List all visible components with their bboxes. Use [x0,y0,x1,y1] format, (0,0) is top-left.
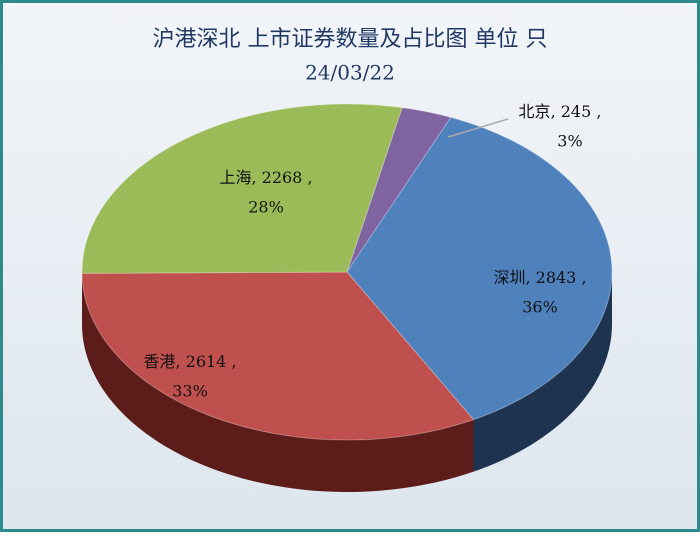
category-label: 上海 [219,168,251,187]
value-label: 2614 , [186,352,237,371]
data-label: 香港, 2614 , [143,352,236,371]
category-label: 深圳 [493,268,525,287]
percent-label: 33% [172,382,208,401]
chart-subtitle: 24/03/22 [305,61,395,85]
value-label: 245 , [561,102,602,121]
percent-label: 36% [522,298,558,317]
label-separator: , [551,102,561,121]
data-label: 北京, 245 , [519,102,602,121]
data-label: 深圳, 2843 , [493,268,586,287]
chart-title: 沪港深北 上市证券数量及占比图 单位 只 [153,27,548,52]
category-label: 香港 [143,352,175,371]
label-separator: , [175,352,185,371]
category-label: 北京 [519,102,551,121]
label-separator: , [525,268,535,287]
percent-label: 3% [557,132,582,151]
percent-label: 28% [248,198,284,217]
data-label: 上海, 2268 , [219,168,312,187]
value-label: 2843 , [536,268,587,287]
value-label: 2268 , [262,168,313,187]
label-separator: , [251,168,261,187]
